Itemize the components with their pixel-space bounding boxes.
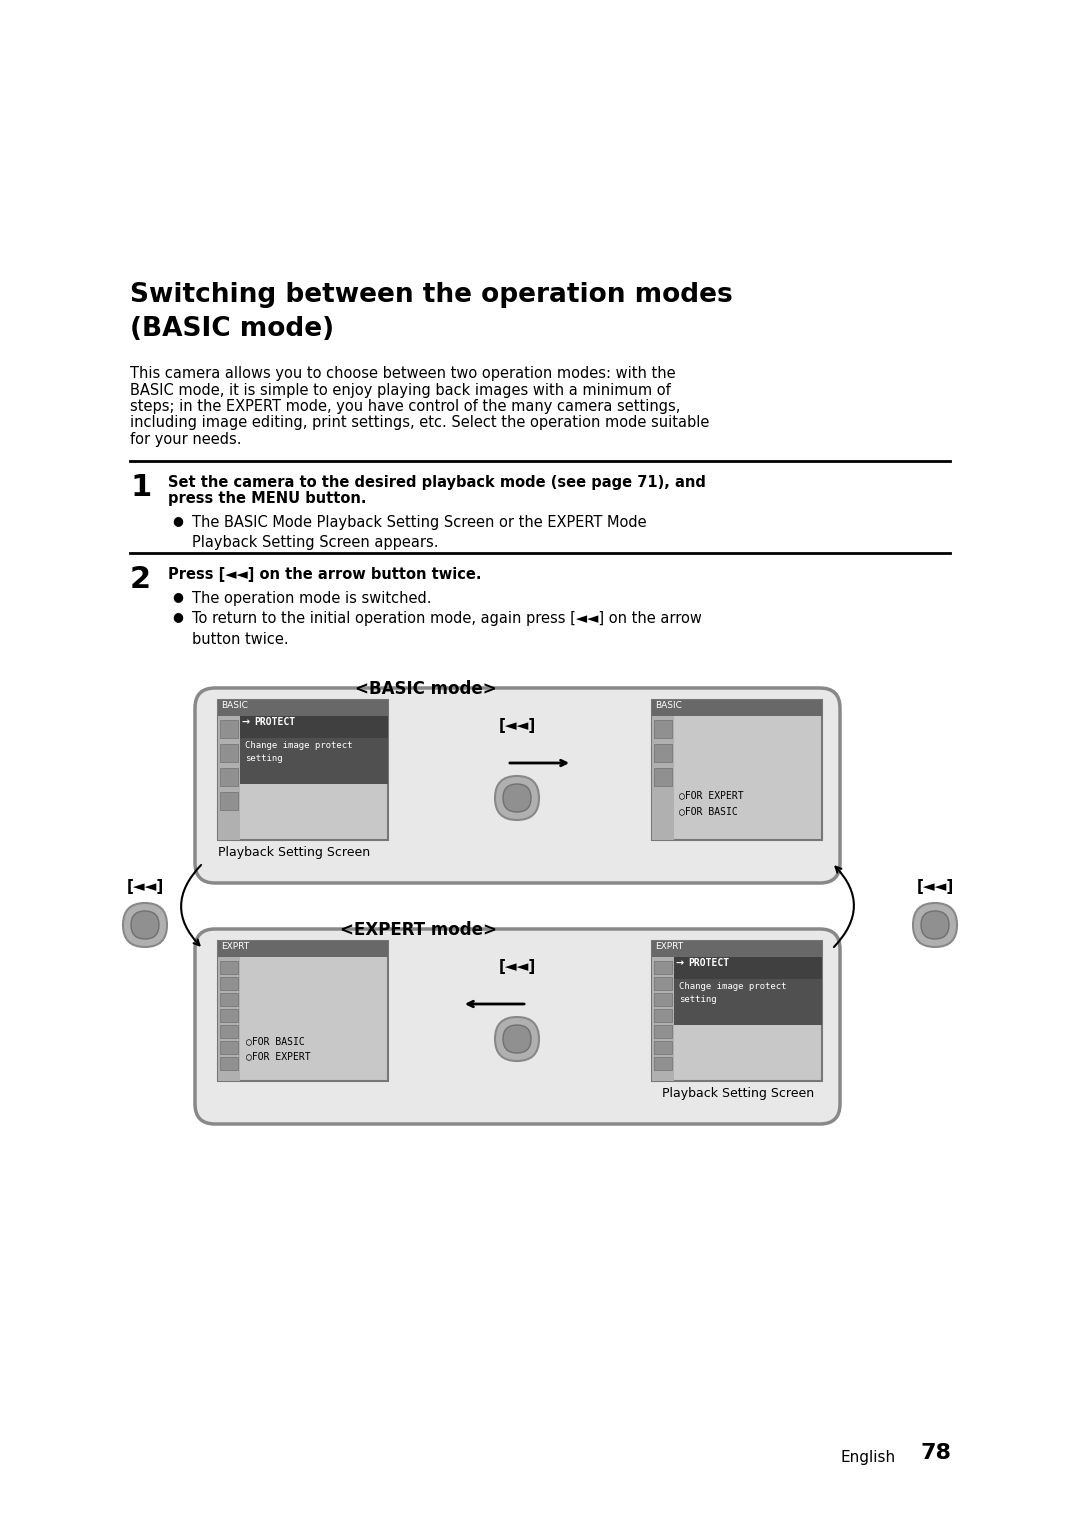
- Bar: [220, 745, 238, 761]
- Text: 1: 1: [130, 472, 151, 502]
- FancyBboxPatch shape: [195, 930, 840, 1124]
- Text: Press [◄◄] on the arrow button twice.: Press [◄◄] on the arrow button twice.: [168, 567, 482, 581]
- Bar: [218, 700, 388, 839]
- Text: →: →: [242, 717, 251, 726]
- Text: BASIC mode, it is simple to enjoy playing back images with a minimum of: BASIC mode, it is simple to enjoy playin…: [130, 382, 671, 398]
- Text: The operation mode is switched.: The operation mode is switched.: [192, 590, 432, 605]
- Text: Playback Setting Screen: Playback Setting Screen: [218, 846, 370, 859]
- Bar: [220, 1041, 238, 1053]
- Text: ●: ●: [172, 610, 183, 624]
- Bar: [218, 957, 240, 1081]
- Text: for your needs.: for your needs.: [130, 433, 242, 446]
- Text: PROTECT: PROTECT: [254, 717, 295, 726]
- Text: Change image protect: Change image protect: [245, 742, 352, 751]
- Text: ○FOR BASIC: ○FOR BASIC: [679, 806, 738, 816]
- Text: Playback Setting Screen: Playback Setting Screen: [662, 1087, 814, 1099]
- FancyBboxPatch shape: [495, 1017, 539, 1061]
- Text: [◄◄]: [◄◄]: [126, 879, 164, 894]
- Text: The BASIC Mode Playback Setting Screen or the EXPERT Mode
Playback Setting Scree: The BASIC Mode Playback Setting Screen o…: [192, 514, 647, 550]
- Text: setting: setting: [679, 995, 717, 1005]
- Text: ○FOR EXPERT: ○FOR EXPERT: [679, 790, 744, 800]
- Text: EXPRT: EXPRT: [221, 942, 249, 951]
- Text: ○FOR BASIC: ○FOR BASIC: [246, 1037, 305, 1046]
- Text: [◄◄]: [◄◄]: [498, 719, 536, 732]
- Text: 2: 2: [130, 564, 151, 593]
- Text: <BASIC mode>: <BASIC mode>: [355, 680, 497, 699]
- Bar: [220, 1024, 238, 1038]
- Text: Switching between the operation modes: Switching between the operation modes: [130, 281, 732, 307]
- Bar: [654, 1041, 672, 1053]
- Text: EXPRT: EXPRT: [654, 942, 684, 951]
- Bar: [220, 1057, 238, 1070]
- FancyBboxPatch shape: [495, 777, 539, 820]
- FancyBboxPatch shape: [913, 904, 957, 946]
- Text: [◄◄]: [◄◄]: [916, 879, 954, 894]
- Bar: [220, 962, 238, 974]
- Bar: [674, 957, 822, 979]
- Text: 78: 78: [920, 1443, 951, 1463]
- FancyBboxPatch shape: [503, 784, 531, 812]
- Bar: [218, 700, 388, 716]
- Text: This camera allows you to choose between two operation modes: with the: This camera allows you to choose between…: [130, 365, 676, 381]
- Bar: [654, 745, 672, 761]
- Text: including image editing, print settings, etc. Select the operation mode suitable: including image editing, print settings,…: [130, 416, 710, 431]
- Bar: [220, 992, 238, 1006]
- FancyBboxPatch shape: [131, 911, 159, 939]
- Bar: [220, 1009, 238, 1021]
- Bar: [674, 979, 822, 1024]
- Text: To return to the initial operation mode, again press [◄◄] on the arrow
button tw: To return to the initial operation mode,…: [192, 610, 702, 647]
- Bar: [654, 1009, 672, 1021]
- Bar: [654, 1024, 672, 1038]
- Text: ○FOR EXPERT: ○FOR EXPERT: [246, 1050, 311, 1061]
- Bar: [220, 977, 238, 989]
- FancyBboxPatch shape: [921, 911, 949, 939]
- Text: BASIC: BASIC: [221, 700, 248, 709]
- FancyBboxPatch shape: [503, 1024, 531, 1053]
- Bar: [654, 977, 672, 989]
- Bar: [220, 768, 238, 786]
- FancyBboxPatch shape: [123, 904, 167, 946]
- Text: [◄◄]: [◄◄]: [498, 959, 536, 974]
- Bar: [654, 1057, 672, 1070]
- Bar: [220, 720, 238, 739]
- Bar: [652, 700, 822, 716]
- Text: PROTECT: PROTECT: [688, 959, 729, 968]
- Text: press the MENU button.: press the MENU button.: [168, 491, 366, 506]
- Text: ●: ●: [172, 514, 183, 528]
- Text: setting: setting: [245, 754, 283, 763]
- Bar: [240, 716, 388, 739]
- Bar: [220, 792, 238, 810]
- Text: ●: ●: [172, 590, 183, 604]
- Bar: [652, 716, 674, 839]
- Text: steps; in the EXPERT mode, you have control of the many camera settings,: steps; in the EXPERT mode, you have cont…: [130, 399, 680, 414]
- Text: (BASIC mode): (BASIC mode): [130, 317, 334, 342]
- Text: →: →: [676, 959, 684, 968]
- Bar: [240, 739, 388, 784]
- Bar: [218, 940, 388, 957]
- Bar: [652, 700, 822, 839]
- Text: BASIC: BASIC: [654, 700, 681, 709]
- Text: Change image protect: Change image protect: [679, 982, 786, 991]
- Bar: [654, 992, 672, 1006]
- Bar: [652, 940, 822, 1081]
- Text: English: English: [840, 1449, 895, 1465]
- Bar: [218, 716, 240, 839]
- FancyBboxPatch shape: [195, 688, 840, 884]
- Text: Set the camera to the desired playback mode (see page 71), and: Set the camera to the desired playback m…: [168, 474, 706, 489]
- Bar: [652, 940, 822, 957]
- Text: <EXPERT mode>: <EXPERT mode>: [340, 920, 497, 939]
- Bar: [654, 768, 672, 786]
- Bar: [652, 957, 674, 1081]
- Bar: [654, 962, 672, 974]
- Bar: [218, 940, 388, 1081]
- Bar: [654, 720, 672, 739]
